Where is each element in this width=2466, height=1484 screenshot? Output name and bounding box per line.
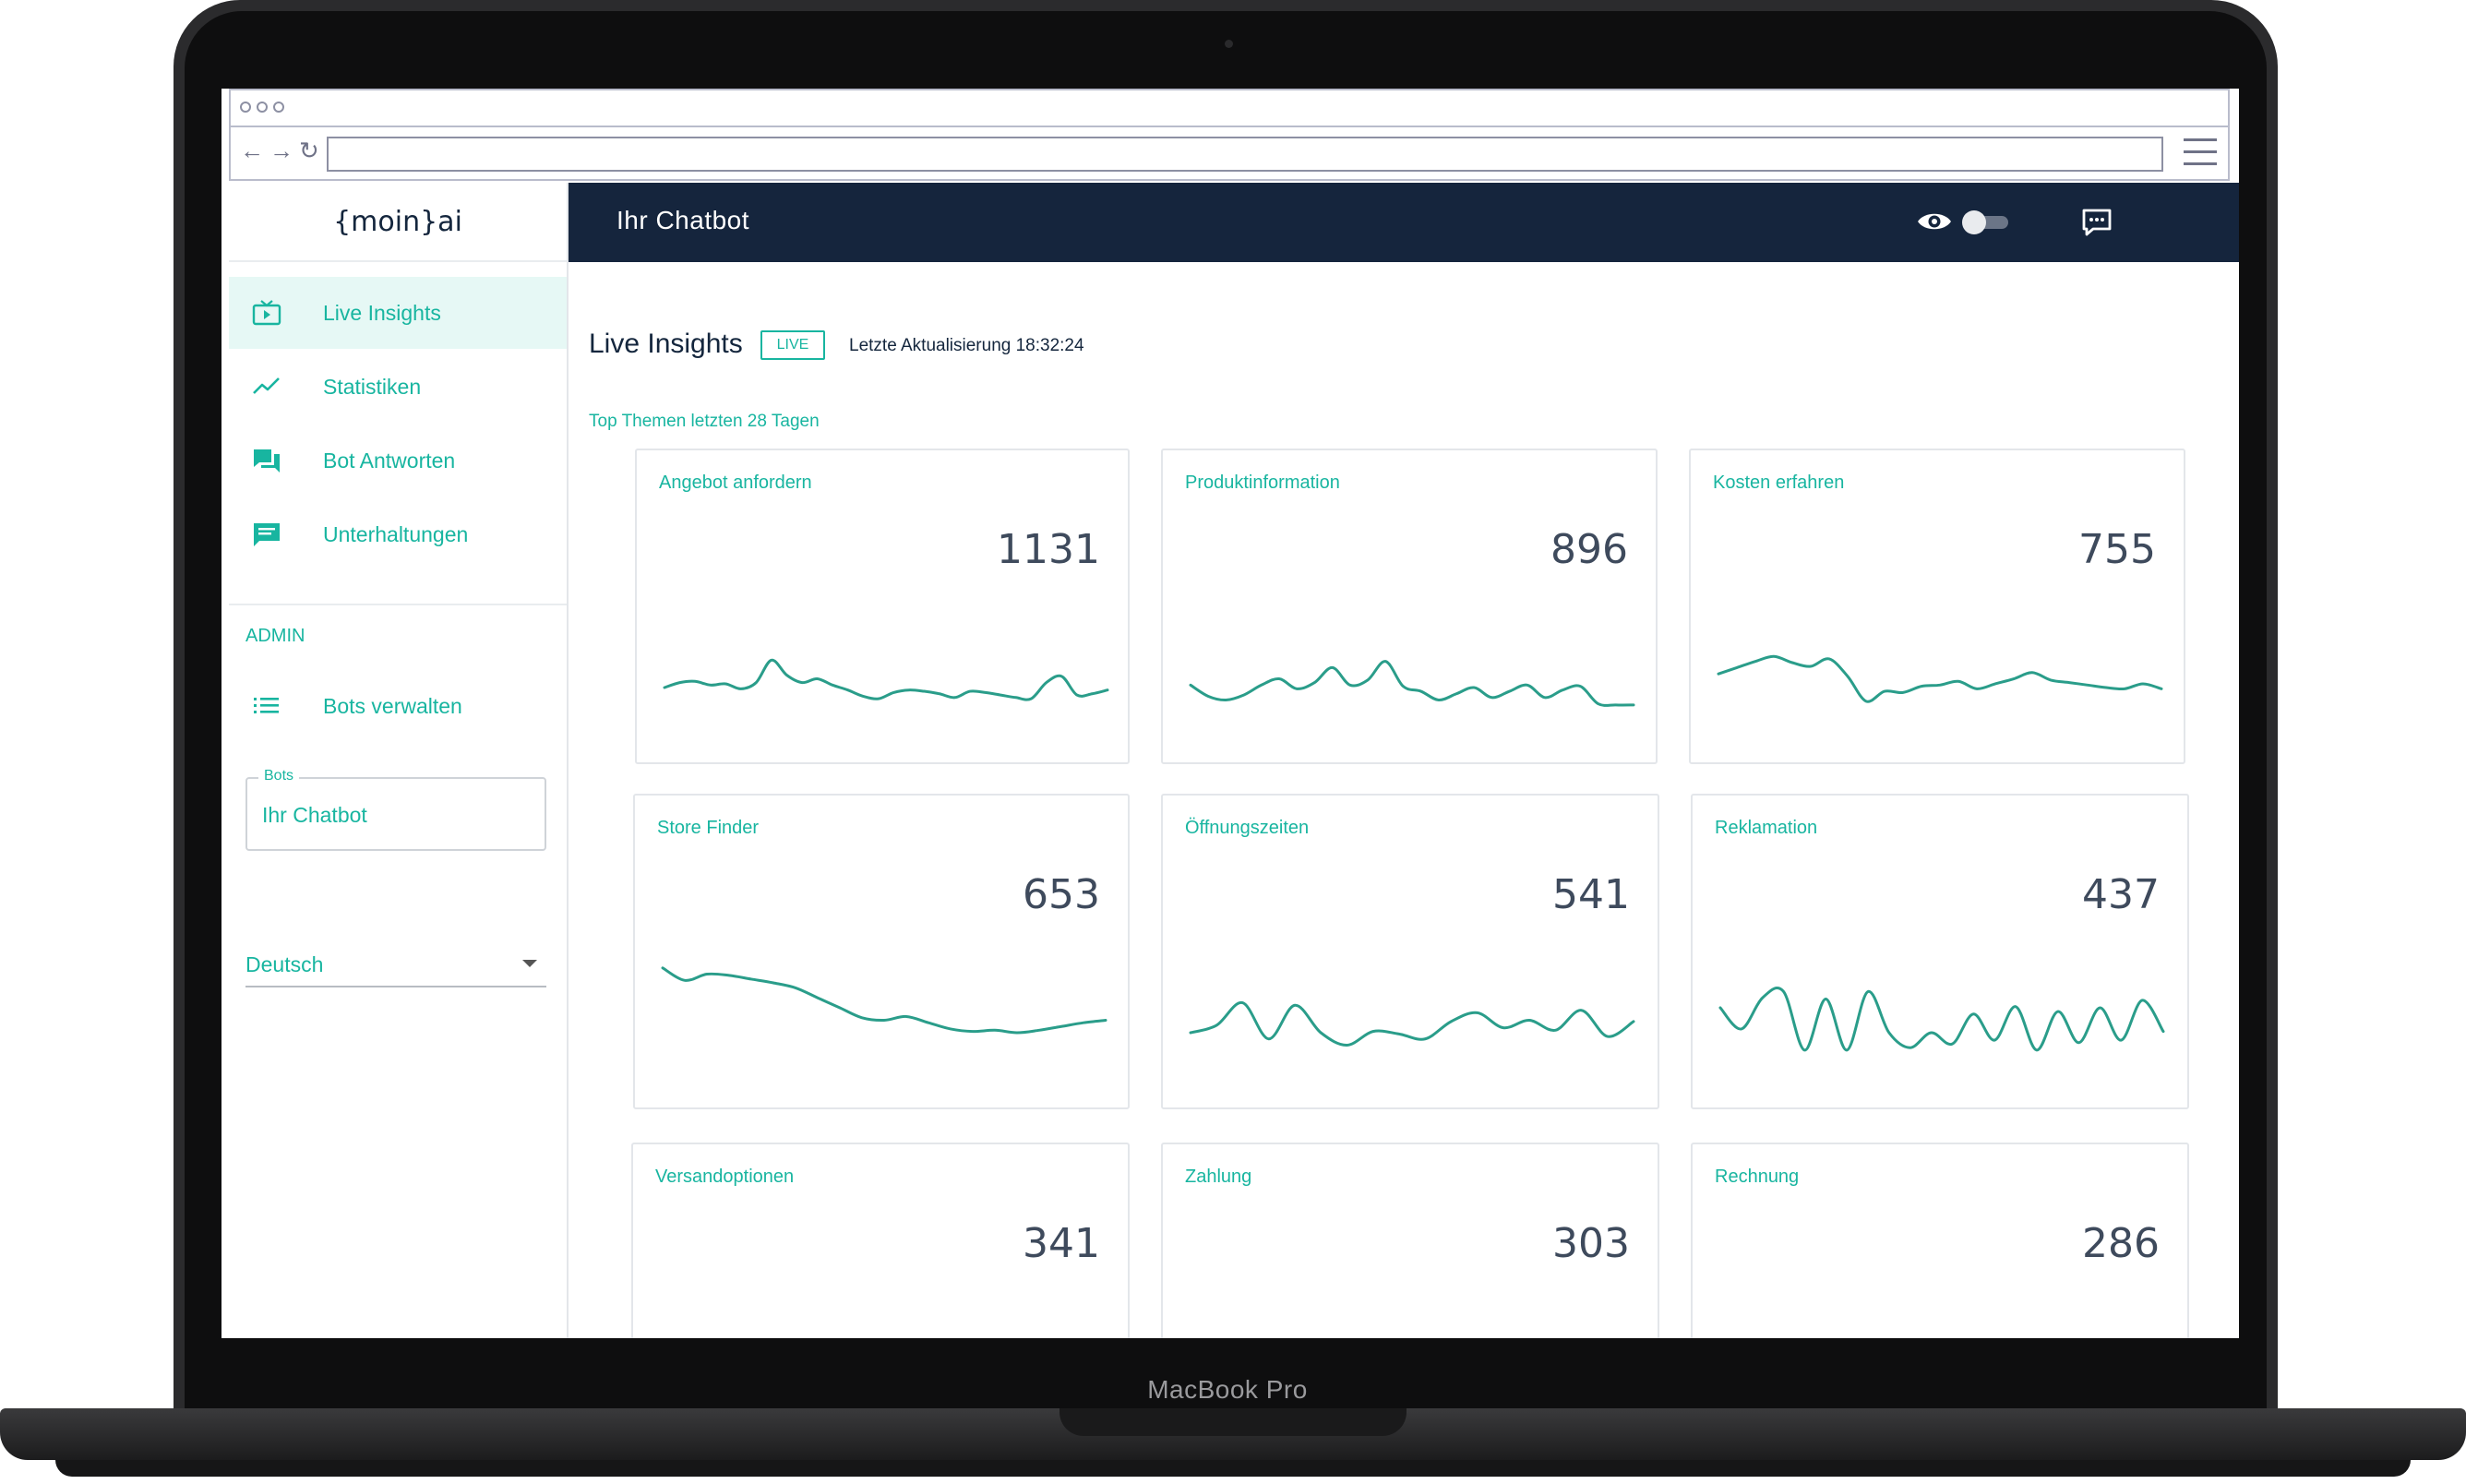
live-badge: LIVE: [760, 330, 825, 360]
topic-name: Rechnung: [1715, 1167, 1800, 1187]
last-update-timestamp: Letzte Aktualisierung 18:32:24: [849, 336, 1084, 355]
sidebar: {moin}ai Live Insights Statistiken Bot A…: [229, 183, 569, 1338]
topic-count: 896: [1550, 526, 1628, 573]
topic-count: 437: [2082, 871, 2160, 918]
sidebar-divider: [229, 604, 567, 605]
sidebar-item-statistiken[interactable]: Statistiken: [229, 351, 567, 423]
sparkline-path: [1189, 660, 1635, 707]
topic-card[interactable]: Öffnungszeiten 541: [1161, 794, 1659, 1109]
trend-sparkline: [1189, 660, 1635, 707]
sidebar-item-unterhaltungen[interactable]: Unterhaltungen: [229, 498, 567, 570]
bots-field-value: Ihr Chatbot: [262, 803, 367, 827]
chevron-down-icon: [522, 960, 537, 967]
address-bar[interactable]: [327, 137, 2163, 172]
sidebar-item-live-insights[interactable]: Live Insights: [229, 277, 567, 349]
top-bar: Ihr Chatbot: [569, 183, 2239, 262]
app-logo[interactable]: {moin}ai: [229, 183, 567, 262]
topic-name: Kosten erfahren: [1713, 473, 1845, 493]
eye-icon[interactable]: [1916, 209, 1953, 234]
chat-icon[interactable]: [2080, 207, 2113, 238]
sidebar-item-label: Statistiken: [323, 375, 422, 399]
main-content: Live Insights LIVE Letzte Aktualisierung…: [569, 262, 2239, 1338]
topic-card[interactable]: Kosten erfahren 755: [1689, 449, 2185, 764]
sidebar-item-bots-verwalten[interactable]: Bots verwalten: [229, 670, 567, 742]
window-minimize-dot[interactable]: [257, 102, 268, 113]
bot-title: Ihr Chatbot: [616, 206, 750, 234]
forum-icon: [254, 449, 280, 473]
topic-name: Reklamation: [1715, 818, 1818, 838]
topic-name: Angebot anfordern: [659, 473, 812, 493]
sparkline-path: [663, 658, 1109, 701]
topic-card[interactable]: Store Finder 653: [633, 794, 1130, 1109]
trend-sparkline: [1718, 987, 2165, 1052]
topic-name: Zahlung: [1185, 1167, 1252, 1187]
browser-chrome: ← → ↻: [229, 89, 2230, 181]
message-icon: [254, 523, 280, 546]
admin-heading: ADMIN: [245, 626, 305, 646]
trend-sparkline: [663, 658, 1109, 701]
device-brand-label: MacBook Pro: [1147, 1375, 1308, 1404]
window-close-dot[interactable]: [240, 102, 251, 113]
topic-name: Produktinformation: [1185, 473, 1340, 493]
topic-count: 755: [2078, 526, 2156, 573]
topic-count: 341: [1023, 1220, 1100, 1267]
sidebar-item-bot-antworten[interactable]: Bot Antworten: [229, 425, 567, 497]
topic-card[interactable]: Rechnung 286: [1691, 1143, 2189, 1338]
hamburger-menu-icon[interactable]: [2184, 138, 2217, 168]
trend-sparkline: [1717, 654, 2163, 703]
topic-count: 653: [1023, 871, 1100, 918]
topic-card[interactable]: Angebot anfordern 1131: [635, 449, 1130, 764]
laptop-notch: [1059, 1408, 1407, 1436]
sparkline-path: [1189, 1001, 1635, 1047]
laptop-foot: [55, 1460, 2411, 1477]
topic-count: 286: [2082, 1220, 2160, 1267]
sidebar-item-label: Bot Antworten: [323, 449, 456, 473]
topic-count: 303: [1552, 1220, 1630, 1267]
sparkline-path: [661, 966, 1107, 1035]
preview-toggle[interactable]: [1962, 210, 2012, 234]
sidebar-item-label: Bots verwalten: [323, 694, 462, 718]
bots-field-legend: Bots: [258, 768, 300, 784]
camera: [1225, 40, 1233, 48]
topic-name: Öffnungszeiten: [1185, 818, 1310, 838]
language-select[interactable]: Deutsch: [245, 939, 546, 987]
tv-play-icon: [252, 300, 281, 326]
bots-select-field[interactable]: Bots Ihr Chatbot: [245, 768, 546, 851]
section-title: Top Themen letzten 28 Tagen: [589, 412, 820, 431]
sparkline-path: [1718, 987, 2165, 1052]
language-select-value: Deutsch: [245, 952, 324, 976]
trend-line-icon: [253, 377, 280, 394]
topic-name: Store Finder: [657, 818, 760, 838]
window-title-bar: [231, 90, 2228, 127]
sparkline-path: [1717, 654, 2163, 703]
topic-count: 1131: [997, 526, 1100, 573]
topic-card[interactable]: Reklamation 437: [1691, 794, 2189, 1109]
screen: ← → ↻ {moin}ai Live Insights Statistiken: [221, 89, 2239, 1338]
reload-icon[interactable]: ↻: [299, 137, 319, 164]
forward-arrow-icon[interactable]: →: [269, 137, 293, 164]
trend-sparkline: [661, 966, 1107, 1035]
list-icon: [254, 698, 279, 713]
back-arrow-icon[interactable]: ←: [240, 137, 264, 164]
topic-card[interactable]: Zahlung 303: [1161, 1143, 1659, 1338]
topic-name: Versandoptionen: [655, 1167, 795, 1187]
window-zoom-dot[interactable]: [273, 102, 284, 113]
trend-sparkline: [1189, 1001, 1635, 1047]
topic-card[interactable]: Versandoptionen 341: [631, 1143, 1130, 1338]
sidebar-item-label: Unterhaltungen: [323, 522, 469, 546]
page-title: Live Insights: [589, 329, 743, 359]
topic-card[interactable]: Produktinformation 896: [1161, 449, 1658, 764]
toggle-knob: [1962, 210, 1986, 234]
sidebar-item-label: Live Insights: [323, 301, 441, 325]
topic-count: 541: [1552, 871, 1630, 918]
